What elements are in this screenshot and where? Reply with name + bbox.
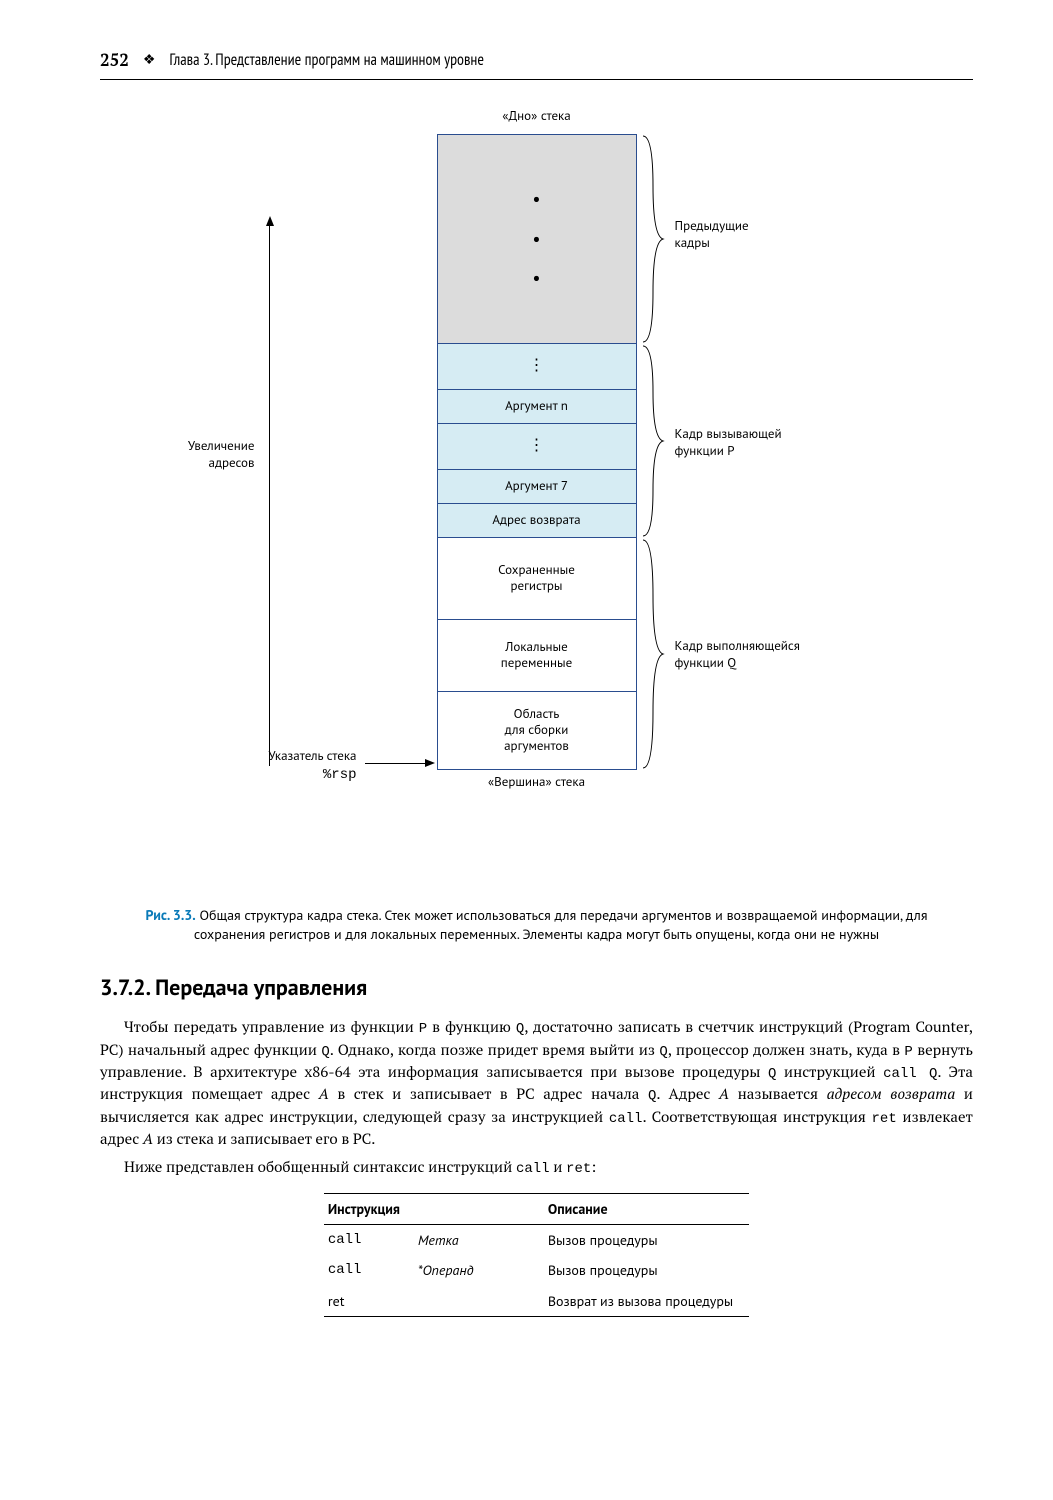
p1-code-P1: P bbox=[419, 1021, 427, 1037]
table-row: call *Операнд Вызов процедуры bbox=[324, 1255, 749, 1285]
th-description: Описание bbox=[544, 1193, 749, 1224]
table-row: call Метка Вызов процедуры bbox=[324, 1225, 749, 1256]
td-operand: *Операнд bbox=[414, 1255, 544, 1285]
th-instruction: Инструкция bbox=[324, 1193, 544, 1224]
p1-text-a: Чтобы передать управление из функции bbox=[124, 1017, 419, 1037]
brace-caller-frame bbox=[641, 344, 671, 538]
stack-column: • • • ⋮ Аргумент n ⋮ Аргумент 7 Адрес во… bbox=[437, 134, 637, 770]
table-header-row: Инструкция Описание bbox=[324, 1193, 749, 1224]
stack-top-ptr-label: «Вершина» стека bbox=[437, 774, 637, 791]
td-desc: Возврат из вызова процедуры bbox=[544, 1286, 749, 1317]
figure-number: Рис. 3.3. bbox=[146, 906, 196, 924]
arg-build-box: Область для сборки аргументов bbox=[437, 692, 637, 770]
p2-text-a: Ниже представлен обобщенный синтаксис ин… bbox=[124, 1157, 516, 1177]
p1-code-ret: ret bbox=[872, 1111, 897, 1127]
paragraph-1: Чтобы передать управление из функции P в… bbox=[100, 1017, 973, 1150]
td-operand bbox=[414, 1286, 544, 1317]
p1-text-e: , процессор должен знать, куда в bbox=[668, 1040, 905, 1060]
section-heading: 3.7.2. Передача управления bbox=[100, 973, 973, 1005]
td-inst: call bbox=[324, 1255, 414, 1285]
prev-frames-box: • • • bbox=[437, 134, 637, 344]
arrow-up-icon bbox=[266, 216, 274, 226]
paragraph-2: Ниже представлен обобщенный синтаксис ин… bbox=[100, 1157, 973, 1179]
sp-arrow-line bbox=[365, 763, 427, 765]
arg-n-label: Аргумент n bbox=[505, 398, 568, 414]
address-arrow-line bbox=[269, 226, 271, 766]
stack-frame-figure: «Дно» стека • • • ⋮ Аргумент n ⋮ Аргумен… bbox=[107, 108, 967, 888]
p1-em-return: адресом возврата bbox=[827, 1084, 956, 1104]
arg-7-box: Аргумент 7 bbox=[437, 470, 637, 504]
p1-code-Q2: Q bbox=[321, 1044, 329, 1060]
td-inst: call bbox=[324, 1225, 414, 1256]
p2-text-b: и bbox=[550, 1157, 566, 1177]
figure-caption: Рис. 3.3. Общая структура кадра стека. С… bbox=[140, 906, 933, 944]
page-header: 252 ❖ Глава 3. Представление программ на… bbox=[100, 48, 973, 80]
header-diamond-icon: ❖ bbox=[143, 50, 156, 70]
callee-frame-label: Кадр выполняющейся функции Q bbox=[675, 638, 800, 672]
caller-frame-label: Кадр вызывающей функции P bbox=[675, 426, 782, 460]
brace-callee-frame bbox=[641, 538, 671, 770]
p1-text-m: . Соответствующая инструкция bbox=[642, 1107, 871, 1127]
p1-code-call1: call Q bbox=[883, 1066, 937, 1082]
stack-pointer-label: Указатель стека bbox=[227, 748, 357, 765]
table-row: ret Возврат из вызова процедуры bbox=[324, 1286, 749, 1317]
return-addr-box: Адрес возврата bbox=[437, 504, 637, 538]
td-desc: Вызов процедуры bbox=[544, 1225, 749, 1256]
p1-code-P2: P bbox=[904, 1044, 912, 1060]
p1-em-A3: A bbox=[143, 1129, 153, 1149]
caller-vdots-2: ⋮ bbox=[437, 424, 637, 470]
p1-text-b: в функцию bbox=[427, 1017, 516, 1037]
p1-em-A1: A bbox=[319, 1084, 329, 1104]
page-number: 252 bbox=[100, 48, 129, 73]
td-desc: Вызов процедуры bbox=[544, 1255, 749, 1285]
chapter-title: Глава 3. Представление программ на машин… bbox=[169, 49, 484, 72]
caller-vdots-1: ⋮ bbox=[437, 344, 637, 390]
p1-text-d: . Однако, когда позже придет время выйти… bbox=[330, 1040, 660, 1060]
p1-text-g: инструкцией bbox=[776, 1062, 883, 1082]
prev-frames-label: Предыдущие кадры bbox=[675, 218, 749, 252]
addr-growth-label: Увеличение адресов bbox=[147, 438, 255, 472]
p1-text-j: . Адрес bbox=[656, 1084, 719, 1104]
p1-text-k: называется bbox=[729, 1084, 827, 1104]
stack-bottom-label: «Дно» стека bbox=[437, 108, 637, 125]
stack-pointer-reg: %rsp bbox=[227, 766, 357, 784]
td-operand: Метка bbox=[414, 1225, 544, 1256]
td-inst: ret bbox=[324, 1286, 414, 1317]
saved-regs-box: Сохраненные регистры bbox=[437, 538, 637, 620]
arrow-right-icon bbox=[425, 759, 435, 767]
p1-text-o: из стека и записывает его в PC. bbox=[153, 1129, 376, 1149]
p2-text-c: : bbox=[591, 1157, 596, 1177]
p1-em-A2: A bbox=[719, 1084, 729, 1104]
p2-code-ret: ret bbox=[566, 1161, 591, 1177]
instruction-table: Инструкция Описание call Метка Вызов про… bbox=[324, 1193, 749, 1317]
p1-code-Q1: Q bbox=[516, 1021, 524, 1037]
brace-prev-frames bbox=[641, 134, 671, 344]
p1-text-i: в стек и записывает в PC адрес начала bbox=[329, 1084, 648, 1104]
locals-box: Локальные переменные bbox=[437, 620, 637, 692]
p1-code-Q3: Q bbox=[659, 1044, 667, 1060]
figure-caption-text: Общая структура кадра стека. Стек может … bbox=[194, 906, 928, 943]
arg-n-box: Аргумент n bbox=[437, 390, 637, 424]
p1-code-call2: call bbox=[609, 1111, 643, 1127]
p2-code-call: call bbox=[516, 1161, 550, 1177]
